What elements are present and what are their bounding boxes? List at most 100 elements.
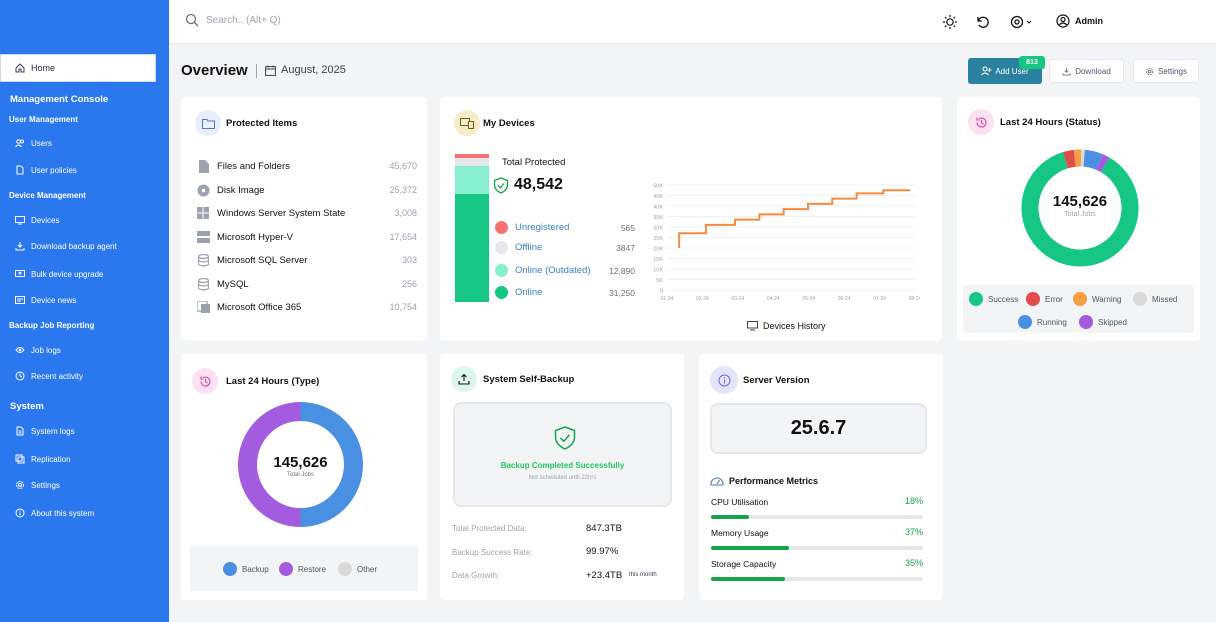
y-tick-label: 5K — [656, 278, 663, 284]
server-version-value: 25.6.7 — [710, 403, 927, 454]
sidebar-item-about[interactable]: About this system — [15, 506, 94, 520]
my-devices-card: My Devices Total Protected 48,542 Unregi… — [440, 97, 942, 341]
legend-label: Other — [357, 564, 378, 574]
add-user-button[interactable]: Add User — [968, 58, 1042, 84]
sidebar-item-devices[interactable]: Devices — [15, 213, 59, 227]
monitor-icon — [747, 321, 758, 331]
devices-history-caption: Devices History — [747, 321, 826, 331]
y-tick-label: 40K — [653, 205, 663, 211]
y-tick-label: 30K — [653, 226, 663, 232]
backup-status-panel: Backup Completed Successfully Not schedu… — [453, 402, 672, 507]
status-legend: Success Error Warning Missed Running Ski… — [963, 285, 1194, 333]
donut-total: 145,626 — [1052, 193, 1108, 210]
sidebar-item-users[interactable]: Users — [15, 136, 52, 150]
home-icon — [15, 63, 25, 73]
list-item: Windows Server System State 3,008 — [196, 206, 417, 220]
legend-item: Success — [969, 292, 1018, 306]
stat-value: 847.3TB — [586, 523, 622, 534]
list-item: Microsoft Hyper-V 17,654 — [196, 230, 417, 244]
search-placeholder: Search.. (Alt+ Q) — [206, 14, 281, 26]
caption-label: Devices History — [763, 321, 826, 331]
sidebar-item-bulk-device-upgrade[interactable]: Bulk device upgrade — [15, 267, 104, 281]
bar-segment-offline — [455, 158, 489, 166]
settings-button[interactable]: Settings — [1133, 59, 1199, 83]
info-icon — [710, 366, 738, 394]
download-button[interactable]: Download — [1049, 59, 1124, 83]
date-selector[interactable]: August, 2025 — [265, 64, 346, 76]
status-dot — [495, 221, 508, 234]
devices-icon — [454, 110, 480, 136]
sidebar: Home Management Console User Management … — [0, 0, 169, 622]
legend-item: Running — [1018, 315, 1067, 329]
stat-note: this month — [629, 572, 657, 578]
donut-slice — [238, 402, 301, 527]
metric-progress-bar — [711, 577, 923, 581]
item-value: 256 — [401, 279, 417, 289]
refresh-icon[interactable] — [975, 14, 991, 30]
donut-slice — [300, 402, 363, 527]
search-input[interactable]: Search.. (Alt+ Q) — [185, 13, 281, 27]
item-value: 303 — [401, 255, 417, 265]
user-name: Admin — [1075, 16, 1103, 26]
sidebar-item-home[interactable]: Home — [0, 54, 156, 82]
add-user-label: Add User — [995, 66, 1029, 76]
sidebar-item-label: System logs — [31, 426, 75, 436]
legend-item: Missed — [1133, 292, 1177, 306]
backup-status-text: Backup Completed Successfully — [500, 461, 625, 470]
y-tick-label: 20K — [653, 247, 663, 253]
user-menu[interactable]: Admin — [1056, 14, 1103, 28]
settings-label: Settings — [1158, 66, 1187, 76]
y-tick-label: 35K — [653, 215, 663, 221]
stat-label: Data Growth: — [452, 571, 500, 580]
donut-slice — [1083, 149, 1103, 170]
legend-dot — [279, 562, 293, 576]
donut-subtitle: Total Jobs — [286, 472, 314, 478]
legend-dot — [1079, 315, 1093, 329]
legend-label: Success — [988, 294, 1019, 304]
legend-dot — [969, 292, 983, 306]
metric-progress-bar — [711, 546, 923, 550]
sidebar-item-label: Bulk device upgrade — [31, 269, 104, 279]
card-title: My Devices — [483, 118, 535, 129]
clock-icon — [15, 371, 25, 381]
date-label: August, 2025 — [281, 64, 346, 76]
stat-value: 99.97% — [586, 546, 619, 557]
status-value: 31,250 — [609, 287, 635, 298]
sidebar-item-download-backup-agent[interactable]: Download backup agent — [15, 239, 117, 253]
metric-label: Storage Capacity — [711, 559, 777, 569]
top-bar: Search.. (Alt+ Q) Admin — [169, 0, 1216, 44]
item-label: Disk Image — [217, 184, 265, 196]
x-tick-label: 01-24 — [661, 296, 674, 300]
sidebar-section-backup-job-reporting: Backup Job Reporting — [9, 321, 95, 330]
download-icon — [1062, 67, 1071, 76]
devices-history-chart: 0 5K 10K 15K 20K 25K 30K 35K 40K 45K 50K 01-24 02-24… — [653, 184, 920, 301]
sidebar-item-replication[interactable]: Replication — [15, 452, 71, 466]
history-icon — [192, 368, 218, 394]
sidebar-item-label: Replication — [31, 454, 71, 464]
status-donut-chart — [1021, 149, 1139, 267]
type-legend: Backup Restore Other — [190, 546, 418, 591]
legend-item: Restore — [279, 562, 326, 576]
sidebar-item-user-policies[interactable]: User policies — [15, 163, 77, 177]
replication-icon — [15, 454, 25, 464]
theme-toggle-icon[interactable] — [942, 14, 958, 30]
sidebar-item-label: Recent activity — [31, 371, 84, 381]
x-tick-label: 06-24 — [838, 296, 851, 300]
sync-menu-icon[interactable] — [1009, 14, 1033, 30]
legend-label: Error — [1045, 294, 1063, 304]
legend-dot — [338, 562, 352, 576]
download-icon — [15, 242, 25, 251]
sidebar-item-recent-activity[interactable]: Recent activity — [15, 369, 83, 383]
gauge-icon — [710, 477, 724, 486]
sidebar-item-label: Settings — [31, 480, 60, 490]
document-icon — [16, 426, 24, 436]
sidebar-item-system-logs[interactable]: System logs — [15, 424, 75, 438]
shield-check-icon — [493, 177, 509, 194]
x-tick-label: 07-24 — [873, 296, 886, 300]
card-title: Protected Items — [226, 118, 298, 129]
stat-label: Total Protected Data: — [452, 524, 527, 533]
sidebar-item-settings[interactable]: Settings — [15, 478, 60, 492]
sidebar-item-device-news[interactable]: Device news — [15, 293, 76, 307]
item-value: 3,008 — [394, 208, 417, 218]
sidebar-item-job-logs[interactable]: Job logs — [15, 343, 61, 357]
